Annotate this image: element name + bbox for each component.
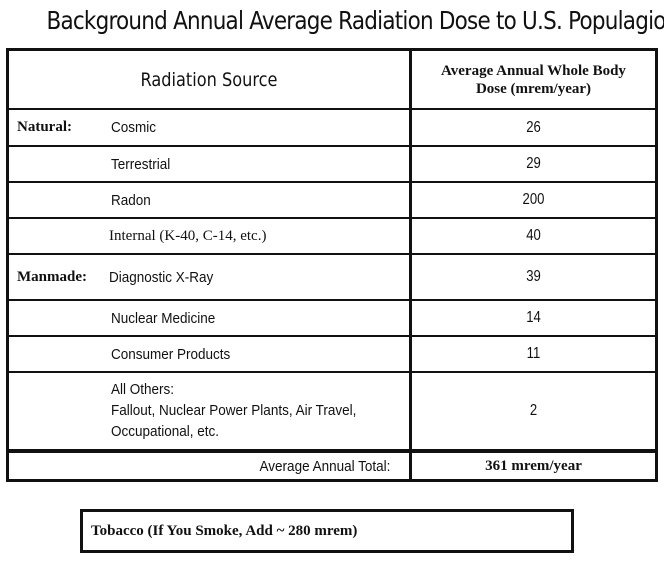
table-row: Manmade: Diagnostic X-Ray 39: [9, 255, 655, 301]
row-source-line2: Fallout, Nuclear Power Plants, Air Trave…: [111, 402, 357, 419]
page-title: Background Annual Average Radiation Dose…: [46, 6, 664, 35]
row-value: 40: [526, 227, 541, 244]
category-manmade: Manmade:: [17, 268, 87, 285]
total-value: 361 mrem/year: [485, 457, 582, 474]
header-radiation-source: Radiation Source: [140, 68, 278, 91]
table-row: Natural: Cosmic 26: [9, 110, 655, 147]
row-source: Radon: [111, 191, 151, 209]
column-divider: [409, 51, 412, 479]
table-row: All Others: Fallout, Nuclear Power Plant…: [9, 373, 655, 451]
table-row: Internal (K-40, C-14, etc.) 40: [9, 219, 655, 255]
header-average-dose: Average Annual Whole Body Dose (mrem/yea…: [412, 51, 655, 108]
row-value: 39: [526, 268, 541, 285]
row-source: Nuclear Medicine: [111, 309, 216, 327]
total-label: Average Annual Total:: [259, 457, 390, 475]
table-row: Terrestrial 29: [9, 147, 655, 183]
row-value: 14: [526, 309, 541, 326]
row-source: Cosmic: [111, 119, 157, 136]
header-dose-line1: Average Annual Whole Body: [441, 62, 626, 79]
row-source: Terrestrial: [111, 155, 171, 173]
table-total-row: Average Annual Total: 361 mrem/year: [9, 451, 655, 479]
row-value: 26: [526, 118, 541, 136]
row-value: 29: [526, 155, 541, 172]
table-row: Nuclear Medicine 14: [9, 301, 655, 337]
header-dose-line2: Dose (mrem/year): [475, 80, 592, 97]
row-source-line3: Occupational, etc.: [111, 423, 220, 440]
category-natural: Natural:: [17, 119, 72, 135]
row-value: 2: [529, 402, 538, 419]
row-value: 200: [522, 191, 545, 208]
row-source-line1: All Others:: [111, 381, 175, 398]
table-row: Radon 200: [9, 183, 655, 219]
row-source: Consumer Products: [111, 345, 231, 363]
row-source: All Others: Fallout, Nuclear Power Plant…: [111, 373, 356, 442]
row-source: Internal (K-40, C-14, etc.): [109, 227, 267, 244]
row-value: 11: [526, 345, 541, 362]
radiation-dose-table: Radiation Source Average Annual Whole Bo…: [6, 48, 658, 482]
table-header-row: Radiation Source Average Annual Whole Bo…: [9, 51, 655, 110]
tobacco-note: Tobacco (If You Smoke, Add ~ 280 mrem): [80, 509, 574, 553]
table-row: Consumer Products 11: [9, 337, 655, 373]
row-source: Diagnostic X-Ray: [109, 268, 214, 286]
